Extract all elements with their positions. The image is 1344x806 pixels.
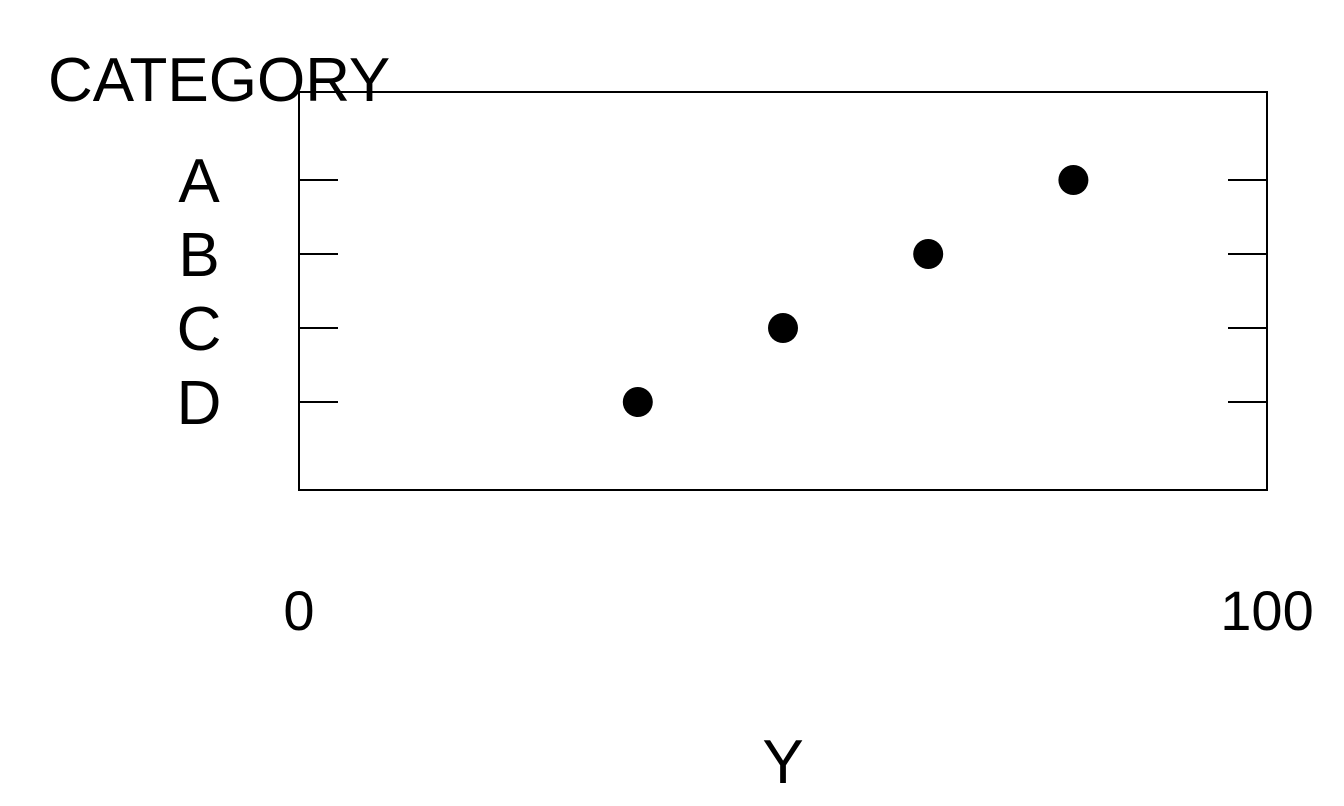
plot-frame xyxy=(298,91,1268,491)
data-point-b xyxy=(913,239,944,269)
data-points xyxy=(622,165,1089,417)
category-label-a: A xyxy=(178,147,220,216)
x-tick-label-0: 0 xyxy=(283,579,314,642)
data-point-d xyxy=(622,387,653,417)
category-ticks xyxy=(299,179,1267,403)
category-label-b: B xyxy=(178,221,219,290)
data-point-c xyxy=(768,313,798,343)
category-label-c: C xyxy=(177,295,222,364)
data-point-a xyxy=(1058,165,1089,195)
x-axis-title: Y xyxy=(762,728,803,797)
category-label-d: D xyxy=(177,369,222,438)
x-tick-label-100: 100 xyxy=(1220,579,1313,642)
y-axis-title: CATEGORY xyxy=(48,46,390,115)
